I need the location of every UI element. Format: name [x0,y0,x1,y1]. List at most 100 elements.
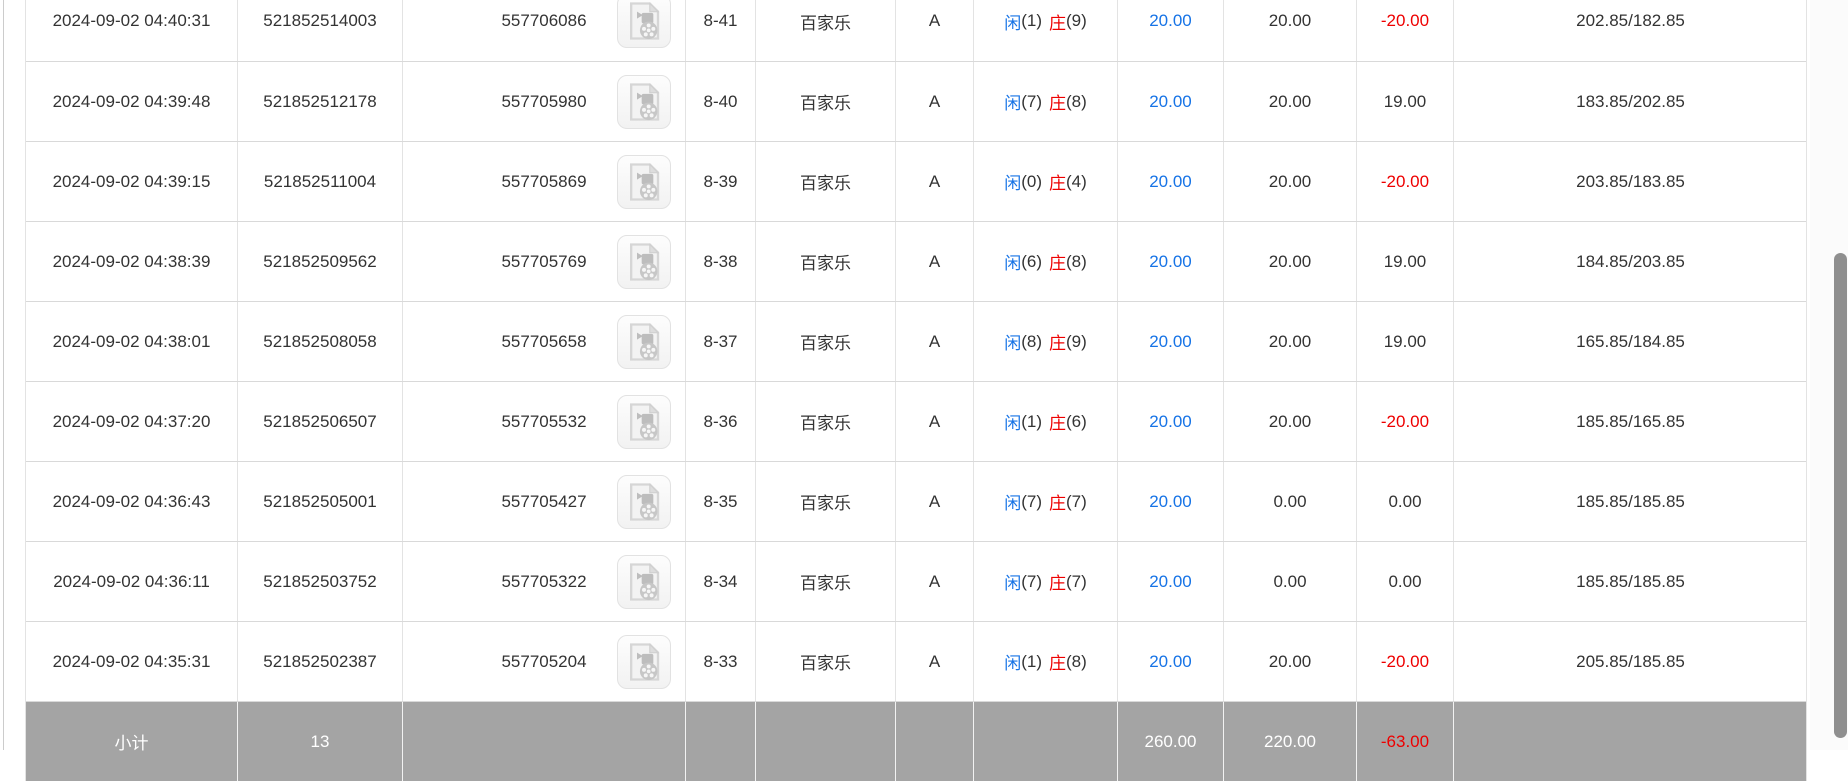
banker-score: (4) [1066,171,1087,191]
banker-label: 庄 [1049,334,1066,353]
valid-amount-cell: 20.00 [1224,0,1357,61]
win-loss-cell: 0.00 [1357,542,1454,621]
player-score: (8) [1021,331,1042,351]
result-cell: 闲 (1) 庄 (6) [974,382,1118,461]
game-number: 557705532 [501,411,587,431]
player-label: 闲 [1004,334,1022,353]
banker-score: (8) [1066,91,1087,111]
game-number: 557705769 [501,251,587,271]
player-score: (7) [1021,491,1042,511]
video-replay-button[interactable] [617,634,671,689]
balance-cell: 185.85/185.85 [1576,491,1685,511]
scrollbar-track[interactable] [1810,0,1848,750]
game-number-cell: 557705658 [403,302,686,381]
video-replay-button[interactable] [617,74,671,129]
scrollbar-thumb[interactable] [1834,253,1847,738]
serial-number-cell: 521852503752 [238,542,403,621]
video-film-icon [630,482,660,521]
video-film-icon [630,82,660,121]
table-code-cell: A [896,542,974,621]
win-loss-cell: -20.00 [1357,622,1454,701]
serial-number-cell: 521852505001 [238,462,403,541]
valid-amount-cell: 20.00 [1224,622,1357,701]
result-cell: 闲 (0) 庄 (4) [974,142,1118,221]
serial-number-cell: 521852506507 [238,382,403,461]
serial-number-cell: 521852511004 [238,142,403,221]
win-loss-value: 19.00 [1383,91,1427,111]
balance-cell: 184.85/203.85 [1576,251,1685,271]
table-row: 2024-09-02 04:36:43 521852505001 5577054… [26,461,1806,541]
win-loss-cell: -20.00 [1357,0,1454,61]
bet-amount-cell: 20.00 [1118,462,1224,541]
round-cell: 8-34 [686,542,756,621]
game-number: 557705427 [501,491,587,511]
video-replay-button[interactable] [617,314,671,369]
banker-score: (7) [1066,491,1087,511]
serial-number-cell: 521852514003 [238,0,403,61]
win-loss-value: 0.00 [1388,571,1422,591]
valid-amount-cell: 20.00 [1224,142,1357,221]
table-row: 2024-09-02 04:40:31 521852514003 5577060… [26,0,1806,61]
round-cell: 8-33 [686,622,756,701]
video-replay-button[interactable] [617,234,671,289]
banker-label: 庄 [1049,414,1066,433]
win-loss-value: -20.00 [1380,11,1430,30]
subtotal-valid-amount: 220.00 [1224,702,1357,781]
game-number-cell: 557705427 [403,462,686,541]
bet-amount-cell: 20.00 [1118,542,1224,621]
player-score: (6) [1021,251,1042,271]
win-loss-value: -20.00 [1380,171,1430,191]
game-type-cell: 百家乐 [756,622,896,701]
banker-label: 庄 [1049,574,1066,593]
game-number: 557705204 [501,651,587,671]
video-film-icon [630,162,660,201]
game-type-cell: 百家乐 [756,542,896,621]
game-number-cell: 557706086 [403,0,686,61]
bet-time-cell: 2024-09-02 04:35:31 [26,622,238,701]
subtotal-label: 小计 [26,702,238,781]
game-number-cell: 557705204 [403,622,686,701]
subtotal-spacer-balance [1454,702,1807,781]
game-number-cell: 557705769 [403,222,686,301]
table-code-cell: A [896,382,974,461]
game-type-cell: 百家乐 [756,382,896,461]
game-number: 557705658 [501,331,587,351]
valid-amount-cell: 0.00 [1224,542,1357,621]
table-code-cell: A [896,622,974,701]
banker-label: 庄 [1049,13,1066,33]
video-replay-button[interactable] [617,154,671,209]
table-code-cell: A [896,302,974,381]
player-score: (1) [1021,411,1042,431]
bet-amount-cell: 20.00 [1118,302,1224,381]
serial-number-cell: 521852508058 [238,302,403,381]
bet-time-cell: 2024-09-02 04:39:15 [26,142,238,221]
video-film-icon [630,242,660,281]
result-cell: 闲 (6) 庄 (8) [974,222,1118,301]
game-number: 557705869 [501,171,587,191]
win-loss-cell: -20.00 [1357,142,1454,221]
game-type-cell: 百家乐 [756,462,896,541]
bet-history-table: 2024-09-02 04:40:31 521852514003 5577060… [25,0,1807,781]
video-replay-button[interactable] [617,394,671,449]
table-row: 2024-09-02 04:36:11 521852503752 5577053… [26,541,1806,621]
game-type-cell: 百家乐 [756,142,896,221]
win-loss-cell: -20.00 [1357,382,1454,461]
video-replay-button[interactable] [617,474,671,529]
player-score: (1) [1021,11,1042,30]
table-row: 2024-09-02 04:38:39 521852509562 5577057… [26,221,1806,301]
round-cell: 8-37 [686,302,756,381]
game-number-cell: 557705980 [403,62,686,141]
bet-amount-cell: 20.00 [1118,142,1224,221]
valid-amount-cell: 20.00 [1224,222,1357,301]
bet-amount-cell: 20.00 [1118,62,1224,141]
win-loss-cell: 0.00 [1357,462,1454,541]
result-cell: 闲 (1) 庄 (8) [974,622,1118,701]
table-code-cell: A [896,142,974,221]
video-replay-button[interactable] [617,554,671,609]
video-replay-button[interactable] [617,0,671,48]
round-cell: 8-41 [686,0,756,61]
bet-amount-cell: 20.00 [1118,0,1224,61]
win-loss-value: 19.00 [1383,331,1427,351]
balance-cell: 202.85/182.85 [1576,11,1685,30]
table-row: 2024-09-02 04:39:15 521852511004 5577058… [26,141,1806,221]
